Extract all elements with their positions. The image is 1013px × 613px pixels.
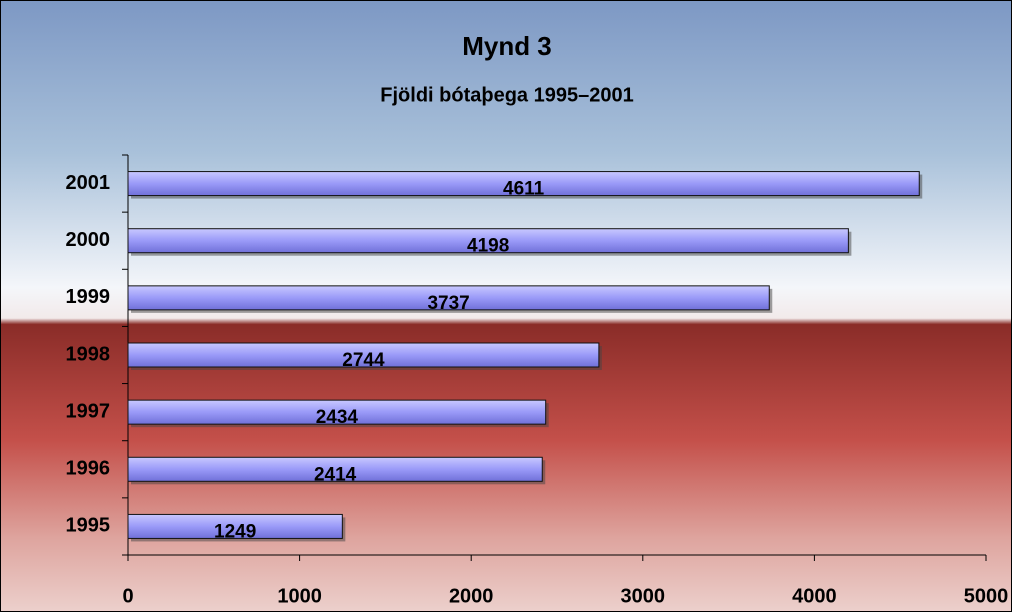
bar — [127, 399, 547, 425]
data-label: 3737 — [427, 293, 469, 314]
chart-subtitle: Fjöldi bótaþega 1995–2001 — [380, 84, 633, 106]
y-tick-label: 1997 — [66, 400, 111, 422]
y-tick-label: 1999 — [66, 286, 111, 308]
bar — [127, 513, 343, 539]
y-tick-label: 1996 — [66, 458, 111, 480]
data-label: 2414 — [314, 464, 357, 485]
y-tick-label: 2001 — [66, 172, 111, 194]
x-tick-label: 1000 — [277, 585, 322, 607]
data-label: 2744 — [342, 350, 385, 371]
bar — [127, 285, 770, 311]
bar — [127, 228, 849, 254]
x-tick-label: 4000 — [792, 585, 837, 607]
bar — [127, 456, 543, 482]
data-label: 2434 — [316, 407, 359, 428]
y-tick-label: 1995 — [66, 515, 111, 537]
data-label: 4611 — [503, 179, 545, 200]
x-tick-label: 0 — [122, 585, 133, 607]
bar — [127, 171, 920, 197]
chart-title: Mynd 3 — [462, 31, 552, 61]
x-tick-label: 5000 — [964, 585, 1009, 607]
x-tick-label: 3000 — [621, 585, 666, 607]
x-tick-label: 2000 — [449, 585, 494, 607]
bar — [127, 342, 600, 368]
y-tick-label: 1998 — [66, 343, 111, 365]
data-label: 4198 — [467, 236, 509, 257]
y-tick-label: 2000 — [66, 229, 111, 251]
data-label: 1249 — [214, 521, 256, 542]
